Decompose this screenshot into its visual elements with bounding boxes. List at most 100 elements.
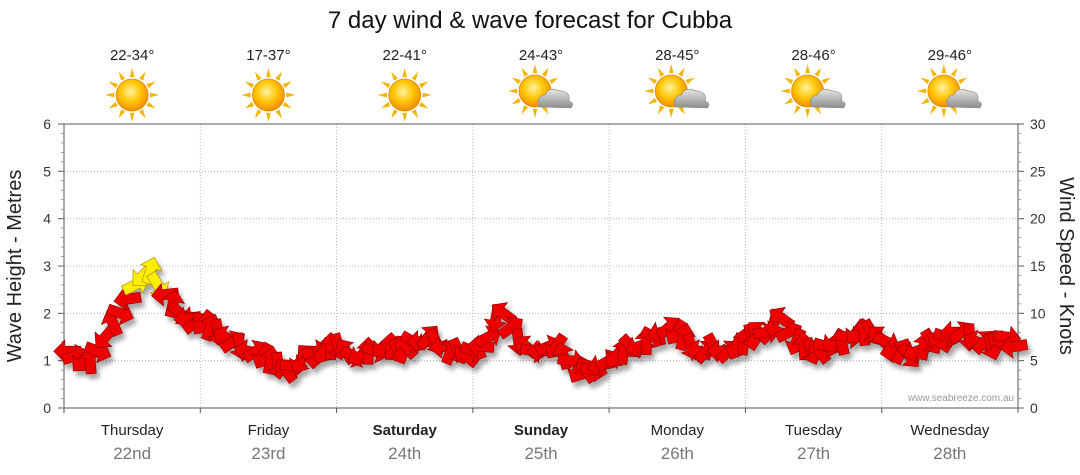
grid xyxy=(63,124,1019,413)
sun-ray xyxy=(282,101,292,109)
day-name: Sunday xyxy=(514,422,569,439)
sun-ray xyxy=(916,88,927,94)
partly-cloudy-icon xyxy=(916,64,982,118)
sun-ray xyxy=(419,101,429,109)
sun-ray xyxy=(245,101,255,109)
right-tick-label: 20 xyxy=(1030,211,1046,227)
sun-ray xyxy=(254,109,262,119)
wind-arrow xyxy=(496,316,523,340)
sun-ray xyxy=(118,109,126,119)
sun-ray xyxy=(549,77,559,85)
left-tick-label: 6 xyxy=(43,116,51,132)
sun-ray xyxy=(118,71,126,81)
sun-ray xyxy=(644,88,654,94)
right-axis: 0 5 10 15 20 25 30 xyxy=(1018,116,1046,416)
day-name: Tuesday xyxy=(785,422,842,439)
sun-ray xyxy=(282,81,292,89)
sun-ray xyxy=(794,105,801,115)
day-temp: 22-41° xyxy=(383,47,427,64)
sun-ray xyxy=(780,88,790,94)
wind-series xyxy=(53,256,1029,385)
day-name: Monday xyxy=(651,422,705,439)
sun-disc xyxy=(252,78,285,112)
sun-ray xyxy=(805,108,810,118)
sun-ray xyxy=(668,64,674,74)
day-date: 24th xyxy=(388,444,421,463)
left-axis-label: Wave Height - Metres xyxy=(4,170,26,363)
sun-ray xyxy=(411,109,419,119)
sun-disc xyxy=(388,78,422,112)
day-temp: 24-43° xyxy=(519,47,563,64)
sun-ray xyxy=(286,92,296,98)
sun-ray xyxy=(108,81,118,89)
day-name: Thursday xyxy=(101,422,164,439)
sun-ray xyxy=(532,64,538,74)
sun-ray xyxy=(784,97,794,105)
sun-ray xyxy=(794,67,801,77)
sun-ray xyxy=(950,67,958,77)
sun-ray xyxy=(419,81,429,89)
left-axis: 0 1 2 3 4 5 6 xyxy=(43,116,64,416)
sun-ray xyxy=(129,68,135,78)
left-tick-label: 1 xyxy=(43,353,51,369)
sun-ray xyxy=(678,105,685,115)
sun-ray xyxy=(941,64,947,74)
right-tick-label: 10 xyxy=(1030,305,1046,321)
sun-ray xyxy=(275,71,282,81)
right-tick-label: 15 xyxy=(1030,258,1046,274)
cloud-shape xyxy=(537,88,573,109)
sun-ray xyxy=(275,109,282,119)
day-date: 23rd xyxy=(251,444,285,463)
sun-ray xyxy=(381,101,391,109)
sun-ray xyxy=(930,67,937,77)
day-date: 26th xyxy=(661,444,694,463)
day-date: 28th xyxy=(933,444,966,463)
sun-ray xyxy=(541,67,549,77)
sun-ray xyxy=(941,108,947,118)
sun-ray xyxy=(930,105,937,115)
sun-ray xyxy=(958,77,968,85)
sun-ray xyxy=(541,105,549,115)
partly-cloudy-icon xyxy=(508,64,573,118)
sun-ray xyxy=(391,71,398,81)
sun-ray xyxy=(668,108,674,118)
day-weather-row: 22-34° 17-37° 22-41° 24-43° 28-45° 28-46° 29-4… xyxy=(105,47,982,122)
sun-ray xyxy=(245,81,255,89)
wind-arrow xyxy=(150,282,180,307)
sun-ray xyxy=(950,105,958,115)
wind-arrow xyxy=(999,335,1029,359)
right-tick-label: 5 xyxy=(1030,353,1038,369)
sun-ray xyxy=(920,97,930,105)
right-axis-label: Wind Speed - Knots xyxy=(1055,177,1077,355)
sun-ray xyxy=(411,71,419,81)
partly-cloudy-icon xyxy=(780,64,846,118)
sun-ray xyxy=(381,81,391,89)
day-name: Saturday xyxy=(373,422,438,439)
day-label-row: Thursday 22nd Friday 23rd Saturday 24th Sunday… xyxy=(101,422,990,463)
sun-ray xyxy=(146,81,156,89)
sun-ray xyxy=(377,92,387,98)
day-temp: 28-45° xyxy=(655,47,699,64)
sun-ray xyxy=(108,101,118,109)
wind-arrow xyxy=(113,287,142,312)
day-date: 22nd xyxy=(113,444,151,463)
left-tick-label: 0 xyxy=(43,400,51,416)
sun-ray xyxy=(521,67,529,77)
partly-cloudy-icon xyxy=(644,64,710,118)
sun-disc xyxy=(115,78,149,112)
sun-ray xyxy=(805,64,810,74)
sun-icon xyxy=(241,68,296,122)
sun-ray xyxy=(657,67,665,77)
day-name: Wednesday xyxy=(910,422,989,439)
sun-ray xyxy=(678,67,685,77)
right-tick-label: 25 xyxy=(1030,163,1046,179)
day-temp: 28-46° xyxy=(791,47,835,64)
sun-ray xyxy=(647,77,657,85)
sun-ray xyxy=(149,92,160,98)
sun-ray xyxy=(422,92,432,98)
sun-ray xyxy=(657,105,665,115)
sun-ray xyxy=(266,68,271,78)
sun-ray xyxy=(532,108,538,118)
sun-ray xyxy=(146,101,156,109)
